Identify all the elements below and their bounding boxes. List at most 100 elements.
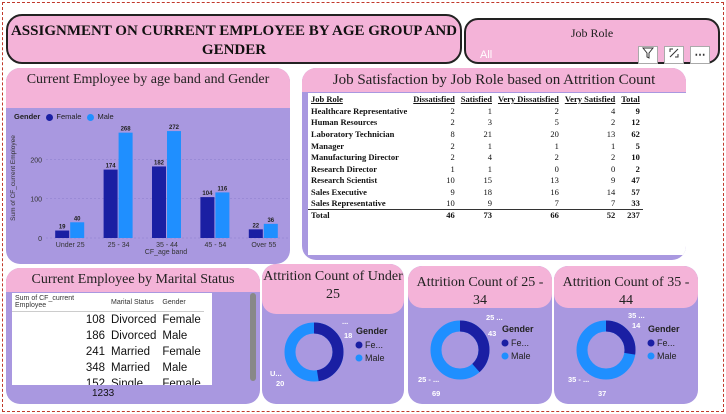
table-cell: 348: [85, 361, 105, 374]
marital-scrollbar[interactable]: [250, 293, 256, 381]
table-cell: 33: [631, 198, 640, 209]
focus-mode-icon[interactable]: [664, 46, 684, 64]
job-role-slicer[interactable]: Job Role All ⋯: [464, 18, 720, 64]
y-tick-label: 0: [38, 236, 42, 243]
table-row: 152 Single Female: [12, 376, 204, 386]
table-cell: 13: [550, 175, 559, 186]
marital-status-panel: Current Employee by Marital Status Sum o…: [6, 268, 260, 404]
table-cell: 9: [635, 105, 640, 116]
bar-data-label: 272: [169, 125, 180, 131]
marital-col-header[interactable]: Marital Status: [108, 293, 160, 312]
bar-female[interactable]: [103, 169, 118, 238]
legend-male-dot: [355, 354, 363, 362]
js-col-header[interactable]: Very Satisfied: [564, 94, 616, 104]
table-cell: 2: [554, 152, 559, 163]
table-cell: 47: [631, 175, 640, 186]
table-cell: 10: [631, 152, 640, 163]
donut-title-25-34: Attrition Count of 25 - 34: [416, 275, 544, 308]
table-cell: 14: [606, 186, 616, 197]
bar-data-label: 182: [154, 160, 165, 166]
table-cell: 1: [487, 163, 492, 174]
x-tick-label: 45 - 54: [205, 242, 227, 249]
donut-label-top: ...: [342, 317, 348, 326]
table-cell: 2: [635, 163, 640, 174]
table-cell: 13: [606, 128, 616, 139]
donut-chart-25-34: 25 ... 43 25 - ... 69 Gender Fe... Male: [418, 313, 534, 398]
bar-data-label: 116: [218, 186, 228, 192]
bar-male[interactable]: [167, 131, 181, 238]
job-satisfaction-table-area: Job Role Dissatisfied Satisfied Very Dissat…: [308, 93, 686, 255]
table-cell: 241: [85, 345, 105, 358]
marital-col-header[interactable]: Sum of CF_current Employee: [12, 293, 108, 312]
marital-table: Sum of CF_current Employee Marital Status…: [12, 293, 204, 385]
legend-male: Male: [97, 112, 114, 121]
more-options-icon[interactable]: ⋯: [690, 46, 710, 64]
table-row: Healthcare Representative 2 1 2 4 9: [308, 105, 643, 117]
js-col-header[interactable]: Dissatisfied: [413, 94, 455, 104]
bar-male[interactable]: [118, 132, 133, 238]
table-cell: Laboratory Technician: [311, 128, 395, 139]
bar-data-label: 104: [202, 191, 213, 197]
donut-slice-female[interactable]: [430, 320, 490, 380]
legend-female: Female: [56, 112, 82, 121]
table-row: 186 Divorced Male: [12, 328, 204, 344]
x-tick-label: Under 25: [56, 242, 85, 249]
bar-data-label: 40: [74, 216, 81, 222]
table-cell: Human Resources: [311, 117, 378, 128]
marital-table-area[interactable]: Sum of CF_current Employee Marital Status…: [12, 293, 212, 385]
table-row: Human Resources 2 3 5 2 12: [308, 117, 643, 129]
bar-female[interactable]: [200, 197, 215, 238]
bar-female[interactable]: [55, 230, 70, 238]
table-cell: Manufacturing Director: [311, 152, 399, 163]
table-cell: Manager: [311, 140, 345, 151]
table-cell: 73: [457, 208, 495, 221]
table-cell: Single: [111, 377, 143, 386]
js-col-header[interactable]: Very Dissatisfied: [497, 94, 559, 104]
table-cell: 2: [554, 105, 559, 116]
table-cell: 0: [554, 163, 559, 174]
marital-total: 1233: [92, 388, 115, 399]
donut-slice-female[interactable]: [576, 320, 636, 380]
age-chart-legend: Gender Female Male: [14, 112, 114, 121]
table-row: Sales Executive 9 18 16 14 57: [308, 186, 643, 198]
table-cell: 18: [483, 186, 492, 197]
table-cell: 2: [450, 105, 455, 116]
js-col-header[interactable]: Total: [621, 94, 640, 104]
donut-chart-under-25: ... 18 U...20 Gender Fe... Male: [270, 317, 388, 388]
table-cell: 5: [554, 117, 559, 128]
donut-legend-female: Fe...: [365, 340, 383, 350]
bar-male[interactable]: [263, 223, 278, 238]
table-cell: 15: [483, 175, 492, 186]
donut-label-male: 37: [598, 389, 606, 398]
donut-slice-female[interactable]: [284, 322, 344, 382]
job-satisfaction-title: Job Satisfaction by Job Role based on At…: [302, 68, 686, 92]
slicer-value[interactable]: All: [480, 49, 493, 61]
bar-data-label: 174: [106, 164, 117, 170]
marital-col-header[interactable]: Gender: [159, 293, 204, 312]
donut-label-top: 14: [632, 321, 641, 330]
table-cell: 9: [611, 175, 616, 186]
table-cell: 20: [550, 128, 559, 139]
table-row: Research Director 1 1 0 0 2: [308, 163, 643, 175]
donut-label-top: 25 ...: [486, 313, 503, 322]
table-cell: 9: [450, 186, 455, 197]
bar-female[interactable]: [152, 166, 166, 238]
bar-data-label: 22: [252, 223, 259, 229]
filter-icon[interactable]: [638, 46, 658, 64]
donut-label-male: 69: [432, 389, 440, 398]
bar-male[interactable]: [215, 192, 230, 238]
js-col-header[interactable]: Job Role: [311, 94, 343, 104]
bar-data-label: 36: [267, 218, 274, 224]
bar-female[interactable]: [248, 229, 263, 238]
table-cell: 2: [611, 117, 616, 128]
x-tick-label: 35 - 44: [156, 242, 178, 249]
table-cell: 62: [631, 128, 640, 139]
js-col-header[interactable]: Satisfied: [460, 94, 492, 104]
table-cell: Sales Representative: [311, 198, 386, 209]
table-cell: 1: [487, 140, 492, 151]
donut-chart-35-44: 35 ...14 35 - ... 37 Gender Fe... Male: [568, 311, 680, 398]
bar-male[interactable]: [70, 222, 85, 238]
table-row: Total 46 73 66 52 237: [308, 208, 643, 221]
donut-legend-title: Gender: [356, 326, 388, 336]
table-row: Manager 2 1 1 1 5: [308, 140, 643, 152]
